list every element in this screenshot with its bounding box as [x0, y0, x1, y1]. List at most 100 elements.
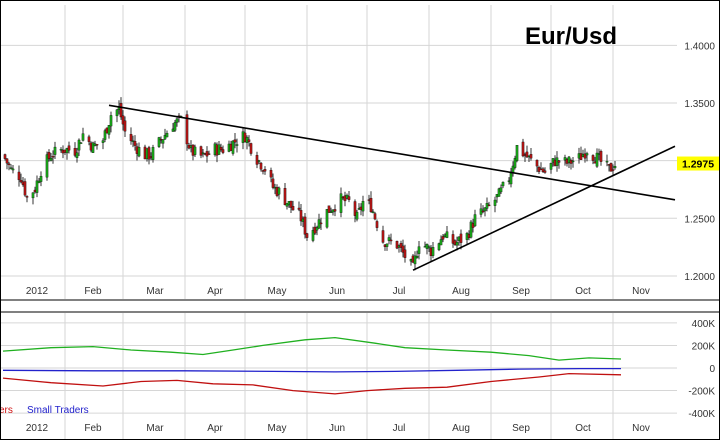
x-tick-label: May [268, 423, 287, 434]
candle [493, 199, 497, 206]
candle [403, 249, 407, 258]
candle [17, 171, 21, 181]
candle [115, 109, 119, 117]
candle [79, 142, 83, 144]
candle [199, 146, 203, 156]
x-tick-label: Feb [84, 286, 102, 297]
candle [291, 206, 295, 211]
candle [289, 200, 293, 208]
candle [369, 197, 373, 213]
candle [283, 188, 287, 206]
candle [361, 201, 365, 212]
candle [381, 230, 385, 243]
legend-entry: ers [1, 405, 13, 416]
candle [521, 141, 525, 157]
candle [151, 147, 155, 160]
candle [445, 231, 449, 238]
legend-entry: Small Traders [27, 405, 89, 416]
x-tick-label: Apr [207, 286, 223, 297]
y-tick-label: 1.4000 [684, 41, 715, 52]
candle [173, 122, 177, 131]
series-line [2, 336, 622, 361]
candle [81, 133, 85, 141]
candle [123, 120, 127, 132]
y-tick-label: 1.2500 [684, 214, 715, 225]
candle [185, 114, 189, 145]
candle [401, 245, 405, 253]
y-tick-label: 400K [692, 319, 716, 330]
last-value-badge: 1.2975 [677, 156, 719, 171]
x-tick-label: Mar [146, 286, 164, 297]
candle [305, 233, 309, 238]
candle [95, 144, 99, 146]
candle [5, 158, 9, 164]
candle [9, 167, 13, 169]
candle [585, 153, 589, 156]
candle [441, 236, 445, 240]
candle [325, 209, 329, 228]
trendline [412, 145, 676, 271]
candle [39, 175, 43, 182]
candle [119, 103, 123, 118]
candle [269, 169, 273, 178]
candle [497, 188, 501, 197]
y-tick-label: 1.2000 [684, 272, 715, 283]
y-tick-label: -200K [688, 387, 715, 398]
candle [161, 139, 165, 144]
candle [231, 140, 235, 154]
candle [271, 178, 275, 188]
series-line [2, 367, 621, 373]
y-tick-label: 200K [692, 341, 716, 352]
candle [543, 170, 547, 173]
candle [425, 244, 429, 249]
candle [583, 153, 587, 159]
candle [49, 157, 53, 161]
candle [609, 163, 613, 172]
candle [591, 155, 595, 161]
main-trendlines [108, 104, 676, 271]
candle [65, 148, 69, 154]
candle [249, 143, 253, 154]
candle [137, 147, 141, 157]
x-tick-label: Jun [329, 423, 345, 434]
candle [599, 151, 603, 162]
sub-grid [1, 313, 677, 439]
candle [247, 139, 251, 142]
candle [571, 160, 575, 163]
x-tick-label: Jul [393, 423, 406, 434]
candle [487, 204, 491, 207]
candle [107, 125, 111, 135]
candle [541, 168, 545, 173]
candle [469, 221, 473, 238]
candle [371, 211, 375, 213]
candle [101, 140, 105, 143]
candle [513, 158, 517, 168]
x-tick-label: Sep [512, 286, 530, 297]
chart-title: Eur/Usd [525, 23, 617, 50]
candle [535, 159, 539, 167]
main-x-axis: 2012 Feb Mar Apr May Jun Jul Aug Sep Oct Nov [26, 286, 650, 297]
candle [353, 201, 357, 216]
sub-x-axis: 2012 Feb Mar Apr May Jun Jul Aug Sep Oct Nov [26, 423, 650, 434]
candle [499, 187, 503, 193]
candle [549, 163, 553, 170]
candle [595, 152, 599, 167]
candle [7, 163, 11, 166]
candle [373, 213, 377, 220]
candle [355, 211, 359, 220]
x-tick-label: Feb [84, 423, 102, 434]
candle [77, 139, 81, 151]
candle [437, 243, 441, 251]
candle [285, 203, 289, 207]
x-tick-label: Oct [575, 423, 591, 434]
candle [297, 207, 301, 210]
candle [415, 256, 419, 258]
candle [67, 145, 71, 151]
candle [133, 141, 137, 146]
candle [347, 196, 351, 200]
candle [501, 181, 505, 187]
x-tick-label: Jul [393, 286, 406, 297]
x-tick-label: Aug [452, 286, 470, 297]
candle [427, 246, 431, 248]
y-tick-label: -400K [688, 409, 715, 420]
